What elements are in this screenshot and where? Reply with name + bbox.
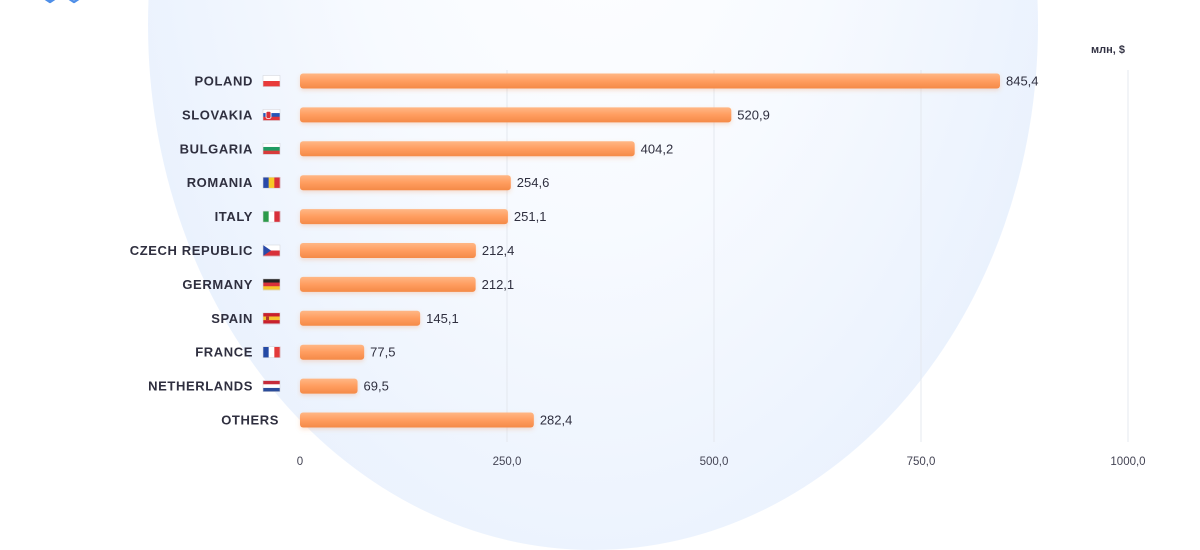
value-label: 145,1 <box>426 311 459 326</box>
category-label: ROMANIA <box>187 175 253 190</box>
bar-czech-republic <box>300 243 476 258</box>
category-label: ITALY <box>215 209 253 224</box>
bar-italy <box>300 209 508 225</box>
category-label: GERMANY <box>182 277 253 292</box>
value-label: 254,6 <box>517 175 550 190</box>
value-label: 520,9 <box>737 107 770 122</box>
category-label: SPAIN <box>211 311 253 326</box>
x-tick-label: 250,0 <box>493 456 522 468</box>
bar-spain <box>300 310 421 326</box>
category-label: CZECH REPUBLIC <box>130 243 253 258</box>
flag-nl-icon <box>262 380 281 392</box>
category-label: FRANCE <box>195 345 253 360</box>
flag-sk-icon <box>262 109 281 121</box>
bar-others <box>300 412 534 428</box>
flag-es-icon <box>262 312 281 325</box>
value-label: 845,4 <box>1006 74 1039 89</box>
cube-logo-icon <box>44 0 80 4</box>
value-label: 404,2 <box>641 141 674 156</box>
value-label: 212,1 <box>482 277 515 292</box>
flag-pl-icon <box>262 75 281 87</box>
unit-label: млн, $ <box>1091 44 1125 56</box>
value-label: 77,5 <box>370 345 395 360</box>
bar-slovakia <box>300 107 732 123</box>
flag-cz-icon <box>262 244 281 257</box>
bars <box>300 73 1000 428</box>
horizontal-bar-chart: 0 250,0 500,0 750,0 1000,0 845,4 POLAND 520,9 SL… <box>130 44 1146 469</box>
flag-bg-icon <box>262 143 281 155</box>
category-label: SLOVAKIA <box>182 107 253 122</box>
x-tick-label: 750,0 <box>907 456 936 468</box>
flag-fr-icon <box>262 346 281 359</box>
category-label: OTHERS <box>221 413 279 428</box>
flag-it-icon <box>262 210 281 223</box>
labels: 0 250,0 500,0 750,0 1000,0 845,4 POLAND 520,9 SL… <box>130 74 1146 469</box>
value-label: 251,1 <box>514 209 547 224</box>
category-label: NETHERLANDS <box>148 379 253 394</box>
flag-de-icon <box>262 278 281 291</box>
x-tick-label: 500,0 <box>700 456 729 468</box>
value-label: 212,4 <box>482 243 515 258</box>
flag-ro-icon <box>262 176 281 189</box>
value-label: 282,4 <box>540 413 573 428</box>
x-tick-label: 0 <box>297 456 303 468</box>
bar-france <box>300 344 365 360</box>
bar-romania <box>300 175 511 191</box>
category-label: BULGARIA <box>180 141 253 156</box>
bar-netherlands <box>300 378 358 394</box>
grid-lines <box>506 70 1129 442</box>
x-tick-label: 1000,0 <box>1110 456 1145 468</box>
category-label: POLAND <box>195 74 254 89</box>
bar-poland <box>300 73 1000 89</box>
bar-germany <box>300 276 476 292</box>
value-label: 69,5 <box>364 379 389 394</box>
bar-bulgaria <box>300 141 635 157</box>
